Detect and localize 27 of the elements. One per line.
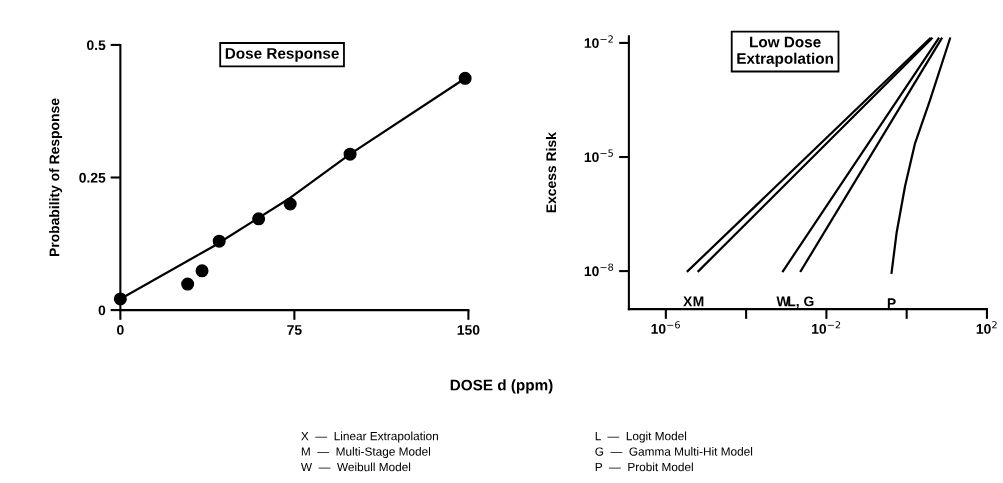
x-axis-title: DOSE d (ppm) — [450, 379, 553, 394]
y-tick-label: 10$^{−8}$ — [584, 263, 614, 277]
x-tick-label: 10$^{−2}$ — [812, 321, 841, 334]
y-axis-title: Excess Risk — [545, 132, 557, 213]
y-tick-label: 10$^{−5}$ — [584, 149, 613, 163]
text: W — Weibull Model — [300, 462, 411, 472]
text: Low Dose Extrapolation — [737, 36, 833, 67]
x-tick-label: 10$^{2}$ — [976, 321, 997, 334]
annotation: P — [887, 298, 896, 308]
text: L — Logit Model — [595, 431, 687, 443]
chart-title: Dose Response — [225, 48, 339, 62]
y-tick-label: 0.5 — [87, 40, 106, 51]
text: P — Probit Model — [595, 462, 693, 472]
y-tick-label: 10$^{−2}$ — [584, 35, 613, 48]
x-tick-label: 10$^{−6}$ — [651, 321, 680, 334]
y-axis-title: Probability of Response — [49, 98, 63, 257]
text: G — Gamma Multi-Hit Model — [595, 447, 753, 456]
text: X — Linear Extrapolation — [301, 431, 438, 443]
y-tick-label: 0.25 — [79, 172, 106, 183]
annotation: M — [693, 296, 704, 307]
text: M — Multi-Stage Model — [301, 447, 431, 459]
y-tick-label: 0 — [98, 305, 106, 316]
x-tick-label: 0 — [117, 325, 124, 335]
annotation: W — [776, 296, 790, 307]
annotation: X — [683, 296, 693, 307]
x-tick-label: 150 — [457, 325, 480, 335]
x-tick-label: 75 — [287, 325, 302, 335]
